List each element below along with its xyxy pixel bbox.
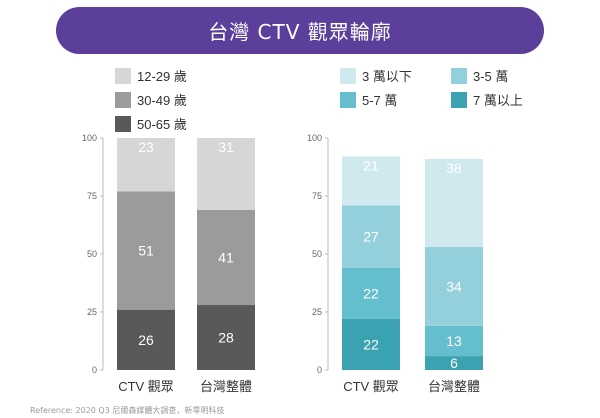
legend-swatch <box>115 116 131 132</box>
chart-title: 台灣 CTV 觀眾輪廓 <box>208 20 392 44</box>
bar-segment <box>425 247 483 326</box>
y-tick-label: 0 <box>92 365 97 375</box>
legend-swatch <box>115 68 131 84</box>
y-tick-label: 50 <box>87 249 97 259</box>
bar-segment <box>117 309 175 370</box>
y-tick-label: 100 <box>307 133 322 143</box>
legend-swatch <box>340 68 356 84</box>
bar-segment <box>425 325 483 357</box>
legend-label: 50-65 歲 <box>137 117 187 132</box>
title-banner: 台灣 CTV 觀眾輪廓 <box>56 7 544 54</box>
legend-label: 5-7 萬 <box>362 93 397 108</box>
bar-segment <box>342 267 400 319</box>
data-label: 38 <box>446 160 462 176</box>
data-label: 34 <box>446 278 462 294</box>
data-label: 13 <box>446 333 462 349</box>
data-label: 21 <box>363 158 379 174</box>
x-tick-label: 台灣整體 <box>200 379 252 394</box>
y-tick-label: 75 <box>312 191 322 201</box>
y-tick-label: 75 <box>87 191 97 201</box>
data-label: 22 <box>363 285 379 301</box>
bar-segment <box>117 191 175 310</box>
x-tick-label: CTV 觀眾 <box>343 379 399 394</box>
y-tick-label: 25 <box>87 307 97 317</box>
bar-segment <box>117 138 175 192</box>
data-label: 31 <box>218 139 234 155</box>
data-label: 51 <box>138 243 154 259</box>
y-tick-label: 50 <box>312 249 322 259</box>
bar-segment <box>342 156 400 206</box>
y-tick-label: 0 <box>317 365 322 375</box>
bar-segment <box>342 205 400 268</box>
legend-label: 12-29 歲 <box>137 69 187 84</box>
legend-swatch <box>340 92 356 108</box>
legend-swatch <box>451 68 467 84</box>
bar-segment <box>425 356 483 370</box>
legend-swatch <box>451 92 467 108</box>
data-label: 27 <box>363 229 379 245</box>
reference-note: Reference: 2020 Q3 尼爾森媒體大調查，新零明科技 <box>30 406 225 415</box>
legend-label: 30-49 歲 <box>137 93 187 108</box>
bar-segment <box>425 158 483 248</box>
data-label: 23 <box>138 139 154 155</box>
legend-label: 3-5 萬 <box>473 69 508 84</box>
bar-segment <box>197 138 255 210</box>
age-chart: 0 25 50 75 100 26 51 23 CTV 觀眾 28 41 31 台灣整體 12-29 歲 3… <box>82 68 255 394</box>
y-tick-label: 100 <box>82 133 97 143</box>
x-tick-label: CTV 觀眾 <box>118 379 174 394</box>
income-chart: 0 25 50 75 100 22 22 27 21 CTV 觀眾 6 13 34 38 台灣整體 3 萬以下… <box>307 68 523 394</box>
data-label: 22 <box>363 336 379 352</box>
bar-segment <box>342 318 400 370</box>
legend-swatch <box>115 92 131 108</box>
y-tick-label: 25 <box>312 307 322 317</box>
legend-label: 7 萬以上 <box>473 93 523 108</box>
data-label: 41 <box>218 249 234 265</box>
data-label: 26 <box>138 332 154 348</box>
x-tick-label: 台灣整體 <box>428 379 480 394</box>
data-label: 6 <box>450 355 458 371</box>
data-label: 28 <box>218 330 234 346</box>
legend-label: 3 萬以下 <box>362 69 412 84</box>
bar-segment <box>197 305 255 370</box>
bar-segment <box>197 209 255 306</box>
